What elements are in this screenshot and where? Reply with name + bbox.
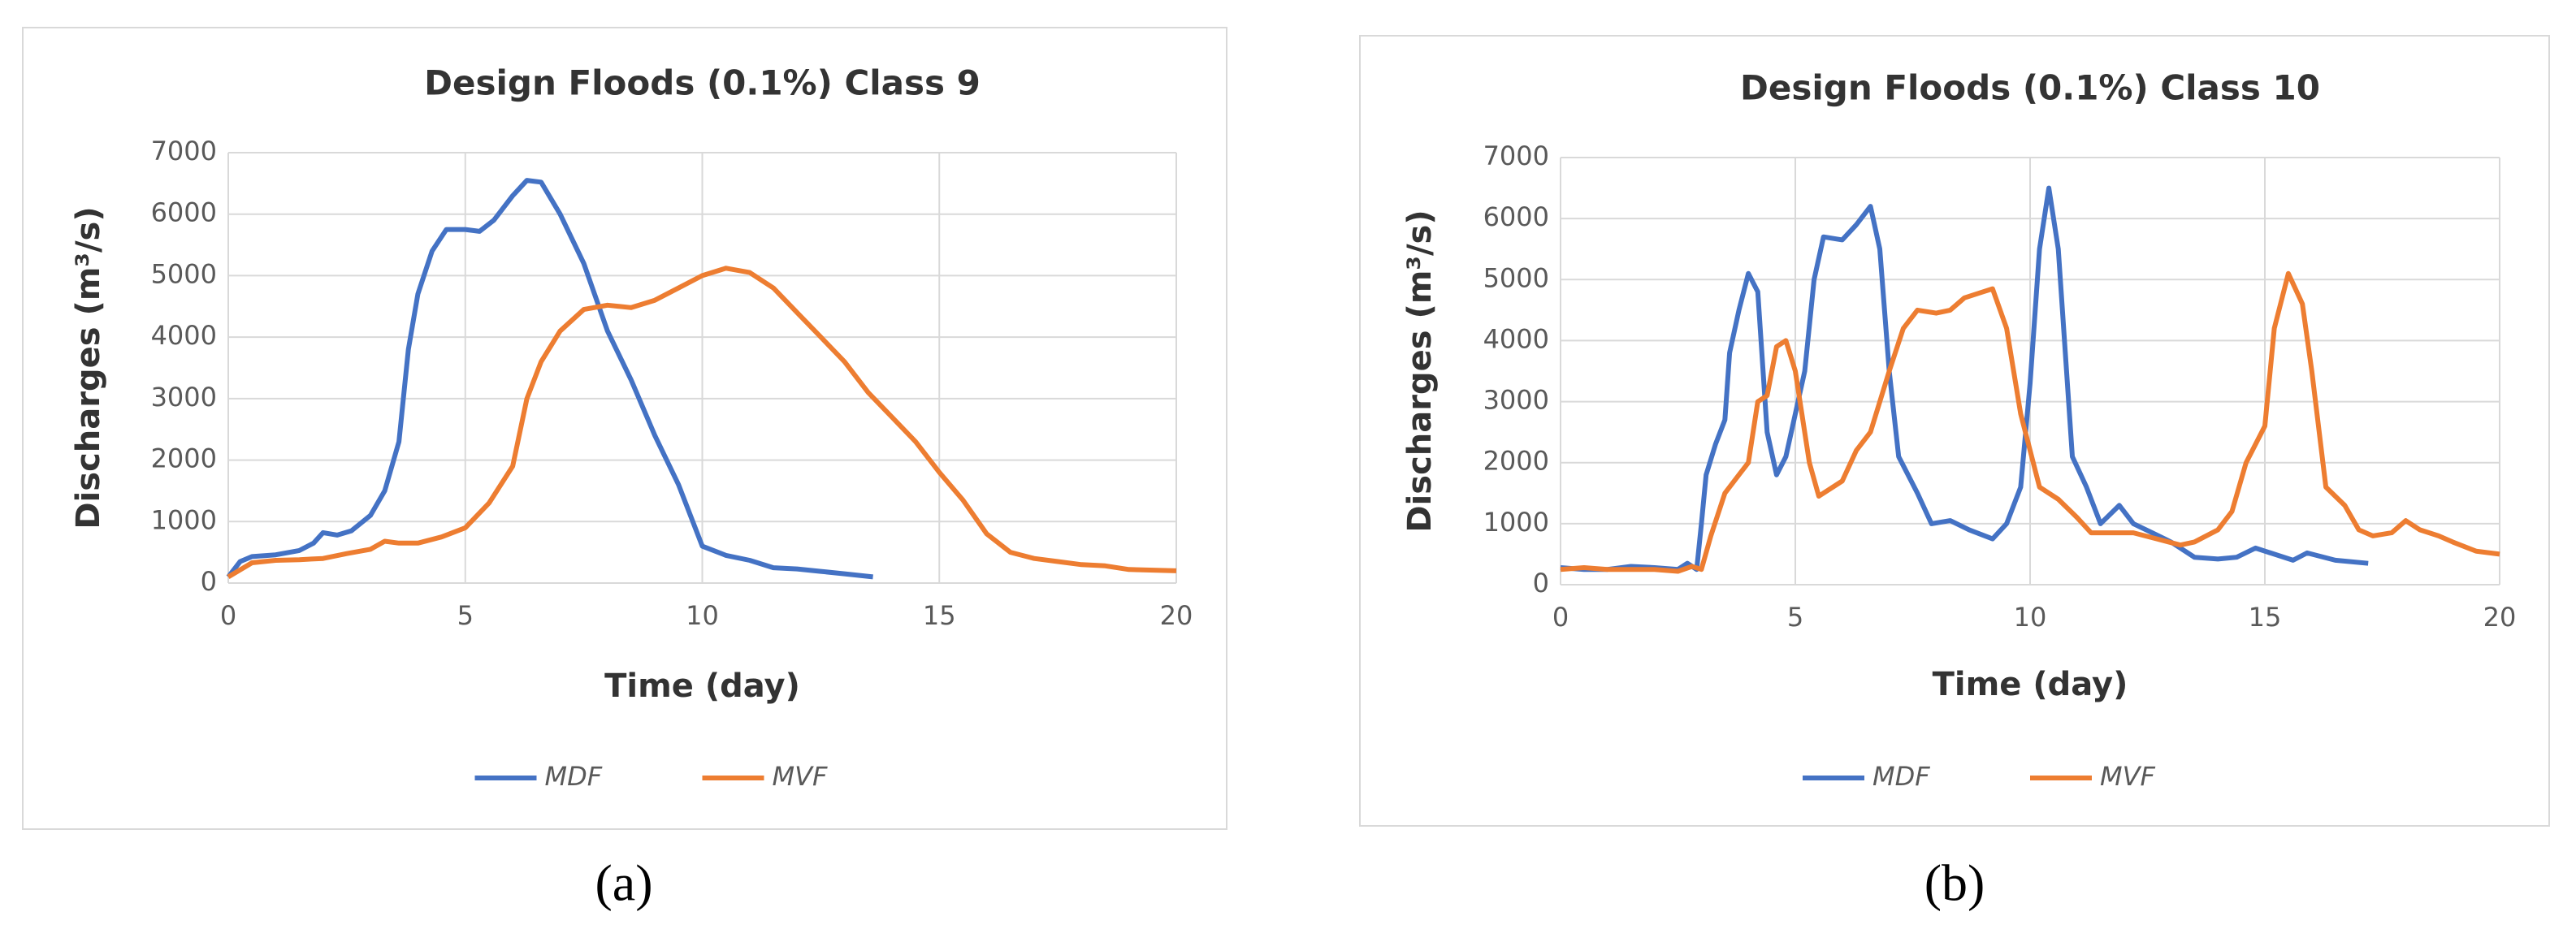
data-line bbox=[1560, 270, 2500, 574]
y-axis-label: Discharges (m³/s) bbox=[70, 206, 107, 529]
x-tick-label: 0 bbox=[1552, 602, 1569, 633]
x-tick-label: 15 bbox=[923, 600, 956, 631]
y-tick-label: 2000 bbox=[151, 443, 217, 474]
y-tick-label: 7000 bbox=[151, 136, 217, 166]
chart-frame bbox=[22, 27, 1227, 830]
y-tick-label: 3000 bbox=[1483, 385, 1549, 416]
chart-title: Design Floods (0.1%) Class 10 bbox=[1740, 68, 2320, 108]
caption: (a) bbox=[595, 854, 652, 912]
y-tick-label: 6000 bbox=[1483, 201, 1549, 232]
x-axis-label: Time (day) bbox=[1933, 666, 2128, 703]
y-tick-label: 5000 bbox=[151, 258, 217, 289]
y-axis-label: Discharges (m³/s) bbox=[1401, 210, 1439, 532]
chart-frame bbox=[1359, 35, 2550, 827]
y-tick-label: 6000 bbox=[151, 197, 217, 228]
legend-label: MDF bbox=[1872, 761, 1930, 792]
x-axis-label: Time (day) bbox=[604, 668, 800, 705]
y-tick-label: 1000 bbox=[151, 504, 217, 535]
x-tick-label: 0 bbox=[220, 600, 236, 631]
y-tick-label: 4000 bbox=[151, 320, 217, 351]
y-tick-label: 4000 bbox=[1483, 323, 1549, 354]
y-tick-label: 1000 bbox=[1483, 507, 1549, 538]
x-tick-label: 5 bbox=[1787, 602, 1803, 633]
data-line bbox=[227, 266, 1177, 579]
chart-title: Design Floods (0.1%) Class 9 bbox=[424, 63, 981, 103]
legend-label: MDF bbox=[545, 761, 603, 792]
x-tick-label: 20 bbox=[1160, 600, 1193, 631]
y-tick-label: 7000 bbox=[1483, 140, 1549, 171]
y-tick-label: 0 bbox=[201, 566, 217, 597]
legend-label: MVF bbox=[2100, 761, 2156, 792]
x-tick-label: 20 bbox=[2483, 602, 2517, 633]
caption: (b) bbox=[1924, 854, 1985, 912]
x-tick-label: 15 bbox=[2249, 602, 2282, 633]
y-tick-label: 3000 bbox=[151, 382, 217, 413]
x-tick-label: 10 bbox=[686, 600, 719, 631]
x-tick-label: 5 bbox=[457, 600, 474, 631]
data-line bbox=[226, 178, 873, 580]
y-tick-label: 2000 bbox=[1483, 446, 1549, 477]
y-tick-label: 0 bbox=[1533, 568, 1549, 598]
x-tick-label: 10 bbox=[2014, 602, 2047, 633]
legend-label: MVF bbox=[773, 761, 829, 792]
y-tick-label: 5000 bbox=[1483, 262, 1549, 293]
